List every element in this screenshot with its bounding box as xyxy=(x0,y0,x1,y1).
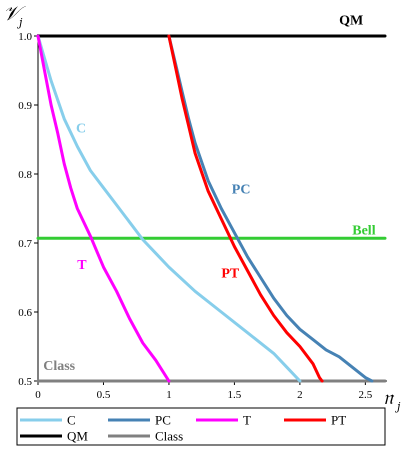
x-tick-label: 2 xyxy=(297,389,303,401)
curve-labels: C PC T PT QM Class Bell xyxy=(43,13,375,374)
y-tick-label: 0.9 xyxy=(18,100,32,112)
x-tick-label: 0 xyxy=(35,389,41,401)
y-axis-title-subscript: j xyxy=(16,16,23,29)
axes: 0 0.5 1 1.5 2 2.50.50.60.70.80.91.0𝒱 j𝔫 j xyxy=(3,1,401,413)
legend: C PC T PT QM Class xyxy=(16,407,386,446)
legend-label-t: T xyxy=(243,413,251,428)
y-axis-title: 𝒱 xyxy=(3,1,26,25)
y-tick-label: 0.6 xyxy=(18,307,32,319)
legend-label-qm: QM xyxy=(67,429,88,444)
y-tick-label: 1.0 xyxy=(18,31,32,43)
series-line-c xyxy=(36,34,302,383)
curve-label-bell: Bell xyxy=(352,224,375,239)
curve-label-pc: PC xyxy=(232,182,251,197)
x-axis-title: 𝔫 xyxy=(383,385,395,409)
curve-label-pt: PT xyxy=(221,267,240,282)
legend-label-pc: PC xyxy=(155,413,171,428)
series-layer xyxy=(36,34,387,383)
y-tick-label: 0.7 xyxy=(18,238,32,250)
legend-label-c: C xyxy=(67,413,76,428)
legend-box xyxy=(16,407,386,446)
x-tick-label: 1.5 xyxy=(228,389,242,401)
curve-label-c: C xyxy=(76,122,86,137)
curve-label-class: Class xyxy=(43,359,75,374)
series-line-pt xyxy=(167,34,324,383)
y-tick-label: 0.8 xyxy=(18,169,32,181)
series-line-t xyxy=(36,34,171,383)
x-tick-label: 0.5 xyxy=(97,389,111,401)
legend-label-pt: PT xyxy=(331,413,346,428)
curve-label-qm: QM xyxy=(339,13,363,28)
legend-label-class: Class xyxy=(155,429,183,444)
x-tick-label: 1 xyxy=(166,389,172,401)
x-axis-title-subscript: j xyxy=(394,400,401,413)
x-tick-label: 2.5 xyxy=(358,389,372,401)
curve-label-t: T xyxy=(77,258,87,273)
series-line-pc xyxy=(167,34,374,383)
y-tick-label: 0.5 xyxy=(18,376,32,388)
